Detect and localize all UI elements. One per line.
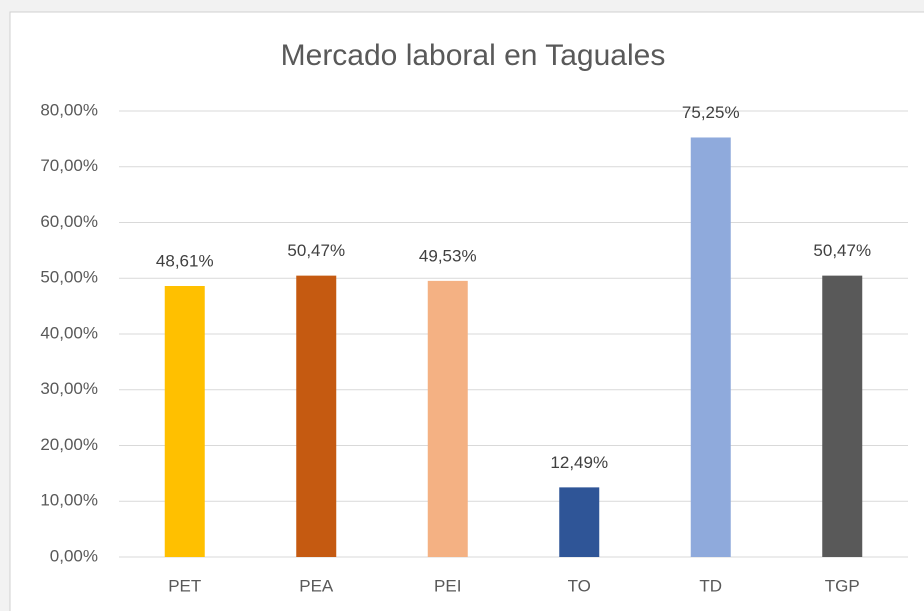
value-label: 48,61% [156, 251, 214, 270]
x-tick-label: TO [568, 576, 591, 595]
value-label: 49,53% [419, 246, 477, 265]
bar [296, 275, 337, 557]
y-tick-label: 10,00% [40, 491, 98, 510]
y-tick-label: 60,00% [40, 212, 98, 231]
x-tick-label: PET [168, 576, 201, 595]
y-tick-label: 40,00% [40, 323, 98, 342]
x-tick-label: TGP [825, 576, 860, 595]
y-tick-label: 20,00% [40, 435, 98, 454]
bar [822, 275, 863, 557]
y-tick-label: 80,00% [40, 100, 98, 119]
bar [427, 280, 468, 557]
bar [164, 285, 205, 557]
chart-title: Mercado laboral en Taguales [281, 39, 666, 72]
y-tick-label: 30,00% [40, 379, 98, 398]
bar [690, 137, 731, 557]
y-tick-label: 0,00% [50, 546, 98, 565]
x-tick-label: TD [699, 576, 722, 595]
y-tick-label: 70,00% [40, 156, 98, 175]
value-label: 75,25% [682, 103, 740, 122]
value-label: 50,47% [813, 241, 871, 260]
bar [559, 487, 600, 557]
x-tick-label: PEI [434, 576, 461, 595]
y-tick-label: 50,00% [40, 268, 98, 287]
x-tick-label: PEA [299, 576, 334, 595]
value-label: 12,49% [550, 453, 608, 472]
value-label: 50,47% [287, 241, 345, 260]
